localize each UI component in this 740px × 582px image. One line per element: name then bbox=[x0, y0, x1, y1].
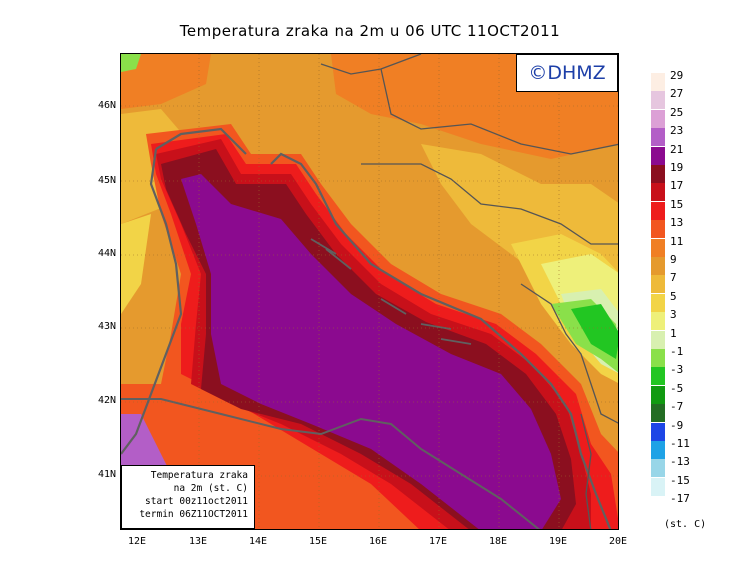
legend-swatch bbox=[651, 183, 665, 202]
legend-swatch bbox=[651, 404, 665, 423]
sea-zone-21 bbox=[181, 174, 561, 529]
legend-swatch bbox=[651, 441, 665, 459]
lat-tick-43n: 43N bbox=[97, 321, 116, 332]
islands bbox=[310, 238, 472, 345]
lat-tick-45n: 45N bbox=[97, 175, 116, 186]
border-bosnia-montenegro bbox=[520, 283, 618, 424]
legend-label: -1 bbox=[670, 345, 684, 358]
legend-label: 25 bbox=[670, 105, 684, 119]
lon-tick-17e: 17E bbox=[428, 536, 448, 547]
lon-tick-12e: 12E bbox=[127, 536, 147, 547]
lat-tick-41n: 41N bbox=[97, 469, 116, 480]
lon-tick-18e: 18E bbox=[488, 536, 508, 547]
legend-swatch bbox=[651, 422, 665, 441]
legend-swatch bbox=[651, 385, 665, 404]
legend-label: -3 bbox=[670, 363, 684, 377]
legend-label: -9 bbox=[670, 418, 684, 432]
legend-label: 9 bbox=[670, 253, 677, 266]
info-box: Temperatura zraka na 2m (st. C) start 00… bbox=[121, 465, 255, 529]
lat-tick-44n: 44N bbox=[97, 248, 116, 259]
legend-label: -11 bbox=[670, 437, 690, 450]
highlands-zone-minus3 bbox=[571, 304, 618, 359]
legend-swatch bbox=[651, 220, 665, 239]
legend-label: 3 bbox=[670, 308, 677, 322]
legend-swatch bbox=[651, 496, 665, 515]
lon-tick-14e: 14E bbox=[248, 536, 268, 547]
lon-tick-15e: 15E bbox=[308, 536, 328, 547]
border-albania bbox=[580, 413, 592, 529]
legend-label: -15 bbox=[670, 473, 690, 487]
legend-label: 27 bbox=[670, 87, 684, 101]
legend-swatch bbox=[651, 165, 665, 183]
apennine-zone-5 bbox=[121, 214, 151, 314]
legend-swatch bbox=[651, 349, 665, 367]
legend-label: 5 bbox=[670, 289, 677, 303]
legend-swatch bbox=[651, 257, 665, 275]
legend-swatch bbox=[651, 312, 665, 331]
lon-tick-16e: 16E bbox=[368, 536, 388, 547]
legend-label: -7 bbox=[670, 400, 684, 414]
legend-swatch bbox=[651, 459, 665, 478]
legend-swatch bbox=[651, 128, 665, 147]
info-line-2: na 2m (st. C) bbox=[173, 483, 248, 494]
lon-tick-19e: 19E bbox=[548, 536, 568, 547]
info-line-4: termin 06Z11OCT2011 bbox=[139, 509, 248, 520]
western-coastline bbox=[121, 148, 183, 455]
gargano-coastline bbox=[121, 398, 541, 529]
legend-label: 23 bbox=[670, 124, 684, 138]
legend-label: 7 bbox=[670, 271, 677, 285]
north-italy-zone-11 bbox=[121, 54, 211, 109]
legend-label: 1 bbox=[670, 326, 677, 340]
alps-zone-minus1 bbox=[121, 54, 141, 72]
legend-swatch bbox=[651, 109, 665, 128]
legend-swatch bbox=[651, 91, 665, 110]
eastern-coastline bbox=[155, 127, 612, 529]
temperature-map bbox=[120, 53, 619, 530]
legend-label: 21 bbox=[670, 142, 684, 156]
legend-swatch bbox=[651, 73, 665, 91]
legend-swatch bbox=[651, 477, 665, 496]
legend-label: 11 bbox=[670, 234, 684, 248]
info-line-3: start 00z11oct2011 bbox=[145, 496, 248, 507]
legend-label: -5 bbox=[670, 381, 684, 395]
lon-tick-13e: 13E bbox=[188, 536, 208, 547]
legend-label: -13 bbox=[670, 455, 690, 469]
legend-unit: (st. C) bbox=[664, 519, 707, 530]
legend-label: 15 bbox=[670, 197, 684, 211]
dhmz-logo: ©DHMZ bbox=[516, 54, 618, 92]
legend-swatch bbox=[651, 367, 665, 386]
legend-swatch bbox=[651, 146, 665, 165]
legend-label: 17 bbox=[670, 179, 684, 193]
lat-tick-46n: 46N bbox=[97, 100, 116, 111]
temperature-field bbox=[121, 54, 618, 529]
legend-swatch bbox=[651, 275, 665, 294]
border-croatia-bosnia bbox=[361, 163, 618, 245]
legend-label: 13 bbox=[670, 216, 684, 230]
legend-label: -17 bbox=[670, 492, 690, 506]
legend-swatch bbox=[651, 201, 665, 220]
legend-label: 19 bbox=[670, 161, 684, 174]
legend-swatch bbox=[651, 330, 665, 349]
lon-tick-20e: 20E bbox=[608, 536, 628, 547]
border-north bbox=[320, 54, 618, 155]
legend-swatch bbox=[651, 238, 665, 257]
map-title: Temperatura zraka na 2m u 06 UTC 11OCT20… bbox=[179, 22, 561, 40]
legend-label: 29 bbox=[670, 69, 684, 82]
lat-tick-42n: 42N bbox=[97, 395, 116, 406]
legend-swatch bbox=[651, 293, 665, 312]
info-line-1: Temperatura zraka bbox=[150, 470, 248, 481]
